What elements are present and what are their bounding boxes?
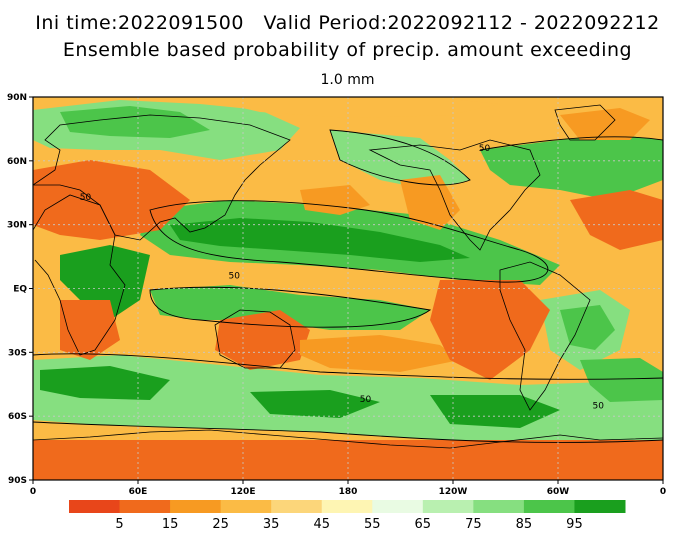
field-patch (170, 218, 470, 262)
coastline-greenland (554, 104, 616, 141)
colorbar-swatch (119, 500, 171, 513)
field-patch (250, 390, 380, 418)
colorbar-swatch (422, 500, 474, 513)
coastlines (33, 104, 663, 449)
map-gridlines (33, 97, 663, 480)
field-patch (430, 280, 550, 380)
lon-tick-label: 120E (231, 487, 256, 497)
field-patch (560, 108, 650, 140)
lat-tick-label: 90N (7, 93, 27, 103)
coastline-australia (214, 309, 296, 369)
field-patch (150, 285, 430, 330)
colorbar-label: 85 (516, 517, 533, 532)
colorbar-label: 15 (162, 517, 179, 532)
title-description: Ensemble based probability of precip. am… (62, 39, 633, 61)
contour-labels: 50 50 50 50 50 (80, 144, 605, 412)
contour-label: 50 (360, 395, 372, 405)
field-patch (330, 130, 470, 190)
colorbar-swatch (220, 500, 272, 513)
lat-tick-label: 60S (8, 412, 27, 422)
colorbar-swatch (473, 500, 525, 513)
colorbar-swatch (523, 500, 575, 513)
lon-tick-label: 60E (129, 487, 148, 497)
colorbar-swatch (69, 500, 121, 513)
field-patch (300, 335, 460, 372)
field-patch (480, 135, 663, 200)
lat-tick-label: 90S (8, 476, 27, 486)
title-threshold: 1.0 mm (320, 72, 375, 88)
contour-line (33, 421, 663, 443)
colorbar: 5 15 25 35 45 55 65 75 85 95 (69, 500, 626, 532)
colorbar-swatch (574, 500, 626, 513)
contour-line (149, 200, 549, 283)
contour-label: 50 (593, 402, 605, 412)
lat-tick-label: EQ (13, 285, 27, 295)
field-patch (430, 395, 560, 428)
coastline-south-america (499, 261, 591, 411)
colorbar-swatch (321, 500, 373, 513)
field-patch (33, 160, 190, 240)
lat-tick-label: 30N (7, 221, 27, 231)
colorbar-swatch (170, 500, 222, 513)
field-patch (40, 366, 170, 400)
lon-tick-label: 180 (339, 487, 358, 497)
contour-label: 50 (80, 193, 92, 203)
colorbar-label: 45 (313, 517, 330, 532)
lat-tick-label: 30S (8, 348, 27, 358)
coastline-antarctica (33, 429, 663, 449)
colorbar-swatch (271, 500, 323, 513)
colorbar-label: 35 (263, 517, 280, 532)
contour-label: 50 (479, 144, 491, 154)
field-patch (200, 97, 500, 118)
colorbar-label: 25 (212, 517, 229, 532)
coastline-north-america (368, 139, 541, 251)
contour-lines-50 (33, 129, 663, 443)
title-init-valid: Ini time:2022091500 Valid Period:2022092… (35, 12, 660, 34)
contour-line (33, 353, 663, 380)
coastline-africa (33, 194, 126, 356)
field-patch (300, 185, 370, 215)
field-patch (60, 106, 210, 138)
lon-tick-label: 60W (547, 487, 570, 497)
contour-line (479, 136, 663, 151)
contour-line (329, 129, 471, 186)
lon-tick-label: 120W (439, 487, 468, 497)
field-patch (570, 190, 663, 250)
colorbar-label: 95 (566, 517, 583, 532)
lon-tick-label: 0 (30, 487, 36, 497)
field-patch (33, 440, 663, 480)
coastline-eurasia (33, 114, 291, 241)
lat-tick-label: 60N (7, 157, 27, 167)
field-patch (560, 305, 615, 350)
lon-tick-label: 0 (660, 487, 666, 497)
field-patch (580, 358, 663, 402)
colorbar-label: 75 (465, 517, 482, 532)
field-patch (400, 175, 460, 230)
contour-label: 50 (229, 272, 241, 282)
colorbar-label: 65 (415, 517, 432, 532)
colorbar-label: 55 (364, 517, 381, 532)
field-patch (215, 310, 310, 370)
colorbar-label: 5 (115, 517, 123, 532)
colorbar-swatch (372, 500, 424, 513)
